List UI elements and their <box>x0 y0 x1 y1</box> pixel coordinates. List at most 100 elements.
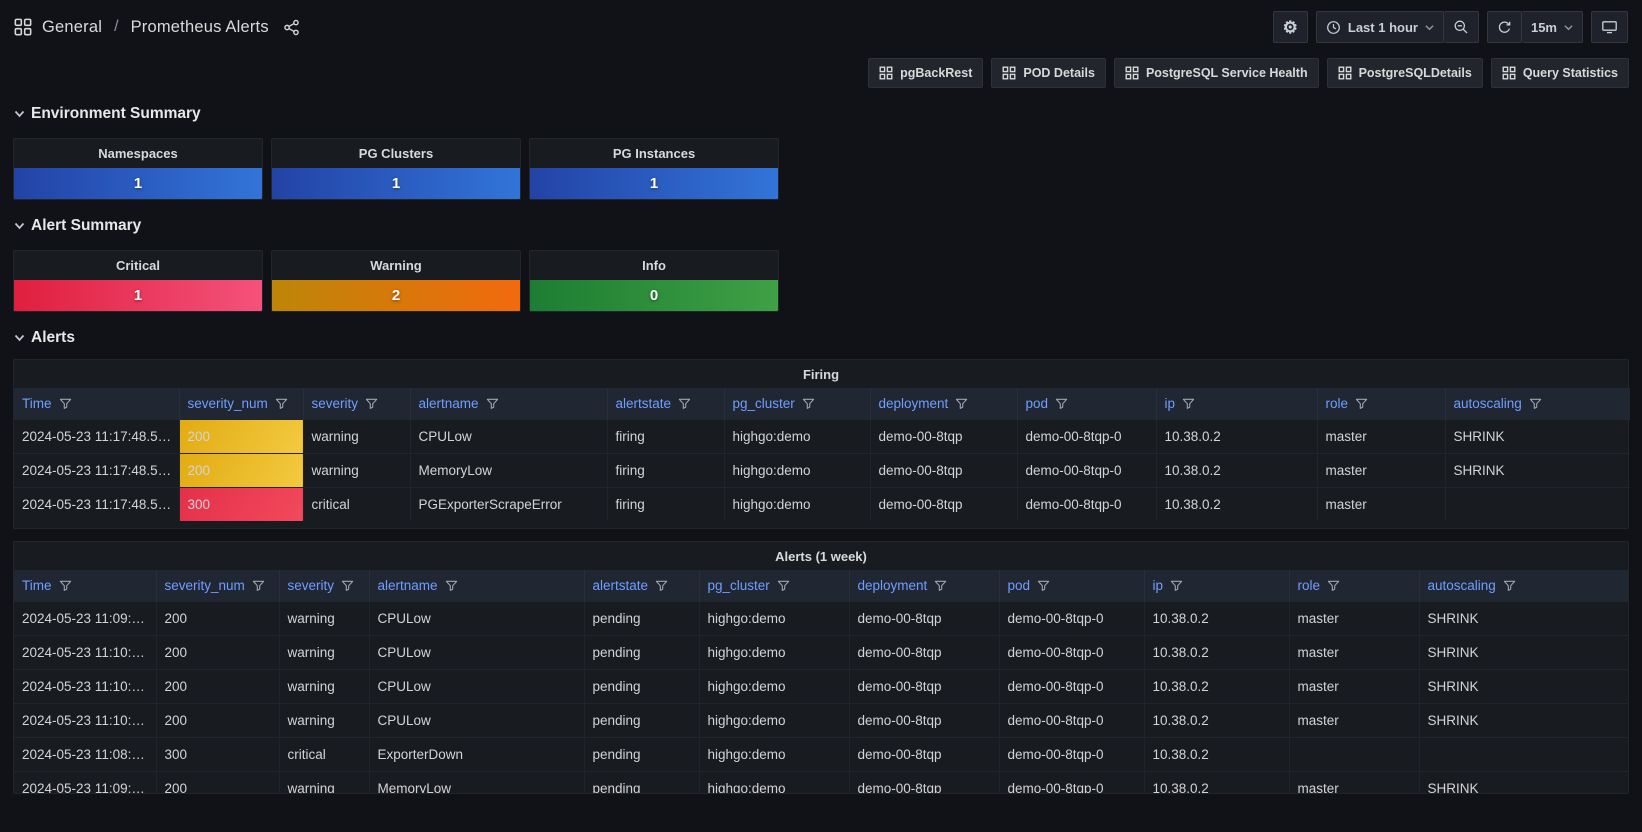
column-header-pg_cluster[interactable]: pg_cluster <box>699 570 850 601</box>
filter-icon[interactable] <box>1055 397 1068 410</box>
stat-title: Warning <box>370 258 422 273</box>
column-header-alertname[interactable]: alertname <box>410 388 608 419</box>
filter-icon[interactable] <box>802 397 815 410</box>
column-header-pod[interactable]: pod <box>999 570 1145 601</box>
column-header-Time[interactable]: Time <box>14 388 180 419</box>
table-cell: CPULow <box>369 702 585 737</box>
table-cell: master <box>1289 600 1420 635</box>
zoom-out-time-button[interactable] <box>1443 11 1479 43</box>
filter-icon[interactable] <box>341 579 354 592</box>
table-cell: highgo:demo <box>699 736 850 771</box>
dashboard-link-query-statistics[interactable]: Query Statistics <box>1490 58 1629 88</box>
column-header-ip[interactable]: ip <box>1144 570 1290 601</box>
column-header-label: severity_num <box>187 395 268 411</box>
row-header-alerts[interactable]: Alerts <box>14 329 1629 347</box>
table-cell: demo-00-8tqp-0 <box>1017 486 1157 521</box>
table-cell: pending <box>584 668 700 703</box>
row-header-environment-summary[interactable]: Environment Summary <box>14 105 1629 123</box>
table-cell: master <box>1289 702 1420 737</box>
table-cell: demo-00-8tqp <box>870 452 1018 487</box>
breadcrumb-folder[interactable]: General <box>42 17 103 36</box>
filter-icon[interactable] <box>1503 579 1516 592</box>
table-cell: demo-00-8tqp <box>849 668 1000 703</box>
column-header-severity[interactable]: severity <box>303 388 411 419</box>
dashboard-link-pod-details[interactable]: POD Details <box>991 58 1106 88</box>
dashboard-link-pgbackrest[interactable]: pgBackRest <box>868 58 984 88</box>
column-header-label: ip <box>1152 577 1164 593</box>
table-cell: warning <box>279 634 370 669</box>
gear-icon: ⚙ <box>1282 17 1298 37</box>
table-cell: 200 <box>156 668 280 703</box>
table-row: 2024-05-23 11:10:0… 200 warning CPULow pendi… <box>14 634 1628 669</box>
table-cell: master <box>1289 770 1420 793</box>
table-cell: highgo:demo <box>699 634 850 669</box>
table-cell: highgo:demo <box>699 702 850 737</box>
stat-panel-namespaces: Namespaces 1 <box>13 138 263 200</box>
alert-stat-row: Critical 1 Warning 2 Info 0 <box>13 250 1629 312</box>
row-header-alert-summary[interactable]: Alert Summary <box>14 217 1629 235</box>
column-header-alertstate[interactable]: alertstate <box>607 388 725 419</box>
filter-icon[interactable] <box>59 397 72 410</box>
dashboard-link-postgresqldetails[interactable]: PostgreSQLDetails <box>1326 58 1483 88</box>
table-cell: highgo:demo <box>699 600 850 635</box>
cycle-view-mode-button[interactable] <box>1591 11 1628 43</box>
link-label: pgBackRest <box>900 66 973 80</box>
column-header-pg_cluster[interactable]: pg_cluster <box>724 388 871 419</box>
refresh-interval-picker[interactable]: 15m <box>1521 11 1583 43</box>
share-icon[interactable] <box>283 19 300 36</box>
filter-icon[interactable] <box>252 579 265 592</box>
filter-icon[interactable] <box>777 579 790 592</box>
column-header-label: severity <box>311 395 359 411</box>
filter-icon[interactable] <box>1182 397 1195 410</box>
filter-icon[interactable] <box>445 579 458 592</box>
filter-icon[interactable] <box>1529 397 1542 410</box>
table-cell: CPULow <box>369 600 585 635</box>
column-header-severity_num[interactable]: severity_num <box>156 570 280 601</box>
table-cell: highgo:demo <box>724 486 871 521</box>
filter-icon[interactable] <box>655 579 668 592</box>
column-header-autoscaling[interactable]: autoscaling <box>1419 570 1628 601</box>
table-cell: demo-00-8tqp <box>870 486 1018 521</box>
table-cell: 10.38.0.2 <box>1144 634 1290 669</box>
filter-icon[interactable] <box>1037 579 1050 592</box>
filter-icon[interactable] <box>1355 397 1368 410</box>
filter-icon[interactable] <box>365 397 378 410</box>
table-cell: warning <box>303 418 411 453</box>
filter-icon[interactable] <box>275 397 288 410</box>
table-cell: pending <box>584 770 700 793</box>
column-header-alertstate[interactable]: alertstate <box>584 570 700 601</box>
column-header-ip[interactable]: ip <box>1156 388 1318 419</box>
filter-icon[interactable] <box>486 397 499 410</box>
filter-icon[interactable] <box>1170 579 1183 592</box>
stat-title: Namespaces <box>98 146 178 161</box>
filter-icon[interactable] <box>934 579 947 592</box>
apps-icon <box>1125 66 1139 80</box>
table-cell: 10.38.0.2 <box>1144 702 1290 737</box>
column-header-Time[interactable]: Time <box>14 570 157 601</box>
column-header-deployment[interactable]: deployment <box>870 388 1018 419</box>
table-cell: SHRINK <box>1419 600 1628 635</box>
column-header-label: severity_num <box>164 577 245 593</box>
filter-icon[interactable] <box>59 579 72 592</box>
filter-icon[interactable] <box>955 397 968 410</box>
dashboard-settings-button[interactable]: ⚙ <box>1272 11 1308 43</box>
refresh-button[interactable] <box>1486 11 1522 43</box>
column-header-pod[interactable]: pod <box>1017 388 1157 419</box>
apps-icon <box>1502 66 1516 80</box>
column-header-alertname[interactable]: alertname <box>369 570 585 601</box>
column-header-label: autoscaling <box>1427 577 1496 593</box>
filter-icon[interactable] <box>678 397 691 410</box>
dashboard-link-postgresql-service-health[interactable]: PostgreSQL Service Health <box>1113 58 1319 88</box>
column-header-severity_num[interactable]: severity_num <box>179 388 304 419</box>
column-header-role[interactable]: role <box>1317 388 1446 419</box>
column-header-deployment[interactable]: deployment <box>849 570 1000 601</box>
time-range-picker[interactable]: Last 1 hour <box>1315 11 1444 43</box>
column-header-role[interactable]: role <box>1289 570 1420 601</box>
filter-icon[interactable] <box>1327 579 1340 592</box>
table-row: 2024-05-23 11:17:48.5… 300 critical PGExpor… <box>14 486 1630 521</box>
column-header-severity[interactable]: severity <box>279 570 370 601</box>
section-title: Environment Summary <box>31 105 201 122</box>
table-cell: 200 <box>156 634 280 669</box>
column-header-autoscaling[interactable]: autoscaling <box>1445 388 1630 419</box>
column-header-label: deployment <box>878 395 949 411</box>
